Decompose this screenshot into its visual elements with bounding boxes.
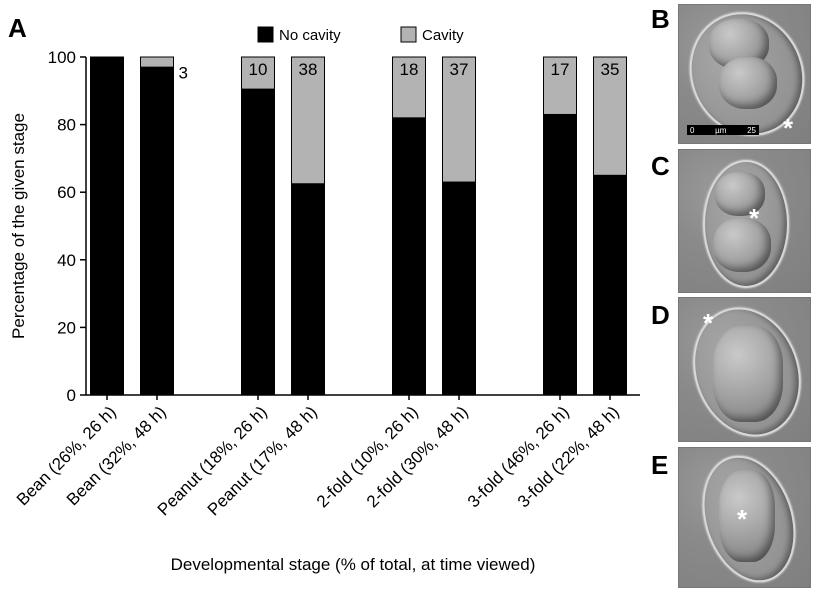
bar-no-cavity [442,181,476,396]
bar-cavity [140,56,174,68]
bar-cavity [543,56,577,115]
bar-cavity [241,56,275,90]
bar-data-label: 38 [299,60,318,79]
bar-data-label: 17 [551,60,570,79]
y-tick-label: 0 [67,386,76,405]
bar-no-cavity [291,183,325,396]
x-axis: Bean (26%, 26 h)Bean (32%, 48 h)Peanut (… [13,394,640,519]
x-axis-label: Developmental stage (% of total, at time… [171,555,536,574]
bar-data-label: 37 [450,60,469,79]
y-tick-label: 80 [57,116,76,135]
marker-star: * [737,504,748,534]
micrograph-e: * [678,447,811,588]
bar-cavity [593,56,627,176]
bar-cavity [392,56,426,119]
bar-no-cavity [392,117,426,396]
y-tick-label: 40 [57,251,76,270]
marker-star: * [703,308,714,338]
bar-no-cavity [241,88,275,396]
bar-no-cavity [140,66,174,396]
panel-b-label: B [651,4,670,34]
bar-cavity [442,56,476,183]
legend-label: Cavity [422,27,464,44]
panel-d-label: D [651,300,670,330]
legend-swatch [257,26,274,43]
bar-cavity [291,56,325,185]
bar-data-label: 18 [400,60,419,79]
panel-c-label: C [651,151,670,181]
marker-star: * [783,113,794,143]
bars: 3 10 38 18 37 17 35 [90,56,627,396]
marker-star: * [749,203,760,233]
y-tick-label: 20 [57,318,76,337]
y-axis-label: Percentage of the given stage [9,113,28,339]
legend: No cavity Cavity [257,26,464,44]
legend-label: No cavity [279,27,341,44]
bar-no-cavity [543,113,577,396]
bar-data-label: 10 [249,60,268,79]
panel-e-label: E [651,450,669,480]
bar-data-label: 35 [601,60,620,79]
scale-bar: 0 µm 25 [687,125,759,135]
bar-no-cavity [593,174,627,396]
micrograph-d: * [678,297,811,442]
y-tick-label: 60 [57,183,76,202]
bar-data-label: 3 [179,64,188,83]
y-tick-label: 100 [48,48,76,67]
bar-no-cavity [90,56,124,396]
legend-swatch [400,26,417,43]
panel-a-label: A [8,13,27,43]
micrograph-c: * [678,149,811,293]
micrograph-b: * 0 µm 25 [678,4,811,144]
y-axis: 0 20 40 60 80 100 [48,48,87,405]
bar-chart: A No cavity Cavity 0 20 40 60 80 100 3 10 38 18 37… [8,13,640,574]
